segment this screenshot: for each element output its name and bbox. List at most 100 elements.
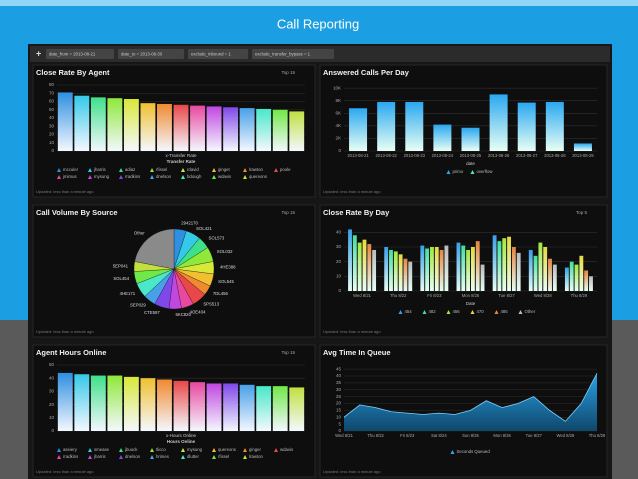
bar	[349, 108, 368, 151]
legend-label: 470	[477, 309, 485, 314]
panel-control[interactable]: Top 15	[281, 210, 295, 215]
filter-label: date_to = 2013-08-30	[121, 52, 163, 57]
legend-marker	[181, 175, 185, 179]
legend-marker	[57, 448, 61, 452]
x-tick-label: Wed 8/21	[335, 433, 354, 438]
y-tick-label: 40	[49, 375, 55, 380]
bar	[573, 143, 592, 151]
legend-label: Seconds Queued	[457, 449, 491, 454]
y-tick-label: 15	[336, 408, 342, 413]
bar	[533, 255, 538, 291]
bar	[157, 103, 172, 151]
legend-marker	[212, 448, 216, 452]
slice-label: CTE597	[144, 310, 160, 315]
bar	[589, 276, 593, 291]
bar	[564, 267, 569, 291]
legend-label: 456	[453, 309, 461, 314]
legend-label: hrimes	[156, 454, 169, 459]
y-tick-label: 50	[49, 362, 55, 367]
bar	[256, 108, 272, 151]
y-tick-label: 5	[338, 421, 341, 426]
legend-label: rfissel	[218, 454, 229, 459]
legend-marker	[181, 448, 185, 452]
legend-label: lrawton	[249, 454, 263, 459]
legend-marker	[470, 170, 475, 174]
bar	[408, 261, 413, 291]
bar	[552, 264, 557, 291]
bar	[389, 249, 393, 291]
legend-label: rradkins	[63, 454, 78, 459]
legend-label: wdavis	[218, 174, 231, 179]
slice-label: 5KC820	[175, 312, 191, 317]
panel-control[interactable]: Top 15	[281, 70, 295, 75]
x-tick-label: Fri 8/23	[400, 433, 415, 438]
bar	[444, 245, 449, 291]
bar	[372, 249, 377, 291]
legend-label: tlicco	[156, 447, 166, 452]
x-tick-label: Mon 8/26	[462, 293, 480, 298]
x-axis-label: x-Hours Online	[166, 433, 197, 438]
legend-label: adiaz	[125, 167, 135, 172]
bar	[367, 244, 372, 291]
y-tick-label: 0	[51, 148, 54, 153]
bar	[206, 383, 222, 431]
bar	[466, 249, 471, 291]
slice-label: 2942170	[181, 221, 198, 226]
y-tick-label: 4K	[335, 123, 341, 128]
panel-title: Answered Calls Per Day	[323, 68, 410, 77]
x-tick-label: 2013-08-29	[572, 153, 594, 158]
x-tick-label: Thu 8/29	[571, 293, 588, 298]
y-tick-label: 20	[336, 259, 342, 264]
legend-marker	[212, 175, 216, 179]
slice-label: Other	[134, 231, 145, 236]
legend-label: mysung	[94, 174, 110, 179]
legend-label: ginget	[218, 167, 231, 172]
bar	[502, 238, 507, 291]
bar	[470, 247, 475, 291]
panel-control[interactable]: Top 5	[576, 210, 588, 215]
legend-label: mysung	[187, 447, 203, 452]
panel-control[interactable]: Top 15	[281, 350, 295, 355]
legend-marker	[119, 455, 123, 459]
y-tick-label: 10	[336, 414, 342, 419]
legend-marker	[422, 310, 427, 314]
y-tick-label: 20	[49, 132, 55, 137]
x-tick-label: Wed 8/21	[353, 293, 372, 298]
bar	[569, 261, 574, 291]
bar	[489, 94, 508, 151]
legend-marker	[150, 175, 154, 179]
add-filter[interactable]: +	[36, 48, 41, 58]
slice-label: 4HE388	[220, 265, 236, 270]
legend-marker	[88, 175, 92, 179]
x-tick-label: Thu 8/22	[367, 433, 384, 438]
legend-marker	[88, 448, 92, 452]
legend-label: jmimus	[62, 174, 77, 179]
legend-marker	[243, 448, 247, 452]
panel-footer: Updated: less than a minute ago	[36, 189, 94, 194]
y-tick-label: 25	[336, 394, 342, 399]
x-tick-label: Wed 8/28	[556, 433, 575, 438]
area-line	[343, 373, 598, 422]
filter-tab	[46, 49, 114, 59]
bar	[140, 103, 156, 151]
bar	[362, 239, 367, 291]
bar	[538, 242, 543, 291]
bar	[403, 258, 408, 291]
x-axis-label: date	[466, 161, 475, 166]
bar	[548, 258, 552, 291]
legend-marker	[446, 170, 451, 174]
x-tick-label: Tue 8/27	[498, 293, 515, 298]
x-tick-label: 2013-08-25	[460, 153, 482, 158]
slice-label: SOL421	[196, 226, 212, 231]
y-tick-label: 10K	[333, 85, 341, 90]
bar	[405, 101, 424, 151]
bar	[239, 108, 255, 151]
panel-title: Agent Hours Online	[36, 348, 106, 357]
y-tick-label: 80	[49, 82, 55, 87]
legend-label: 454	[405, 309, 413, 314]
top-stripe	[0, 0, 638, 6]
slice-label: SEP029	[130, 302, 146, 307]
legend-label: Other	[525, 309, 536, 314]
x-tick-label: Thu 8/29	[589, 433, 606, 438]
